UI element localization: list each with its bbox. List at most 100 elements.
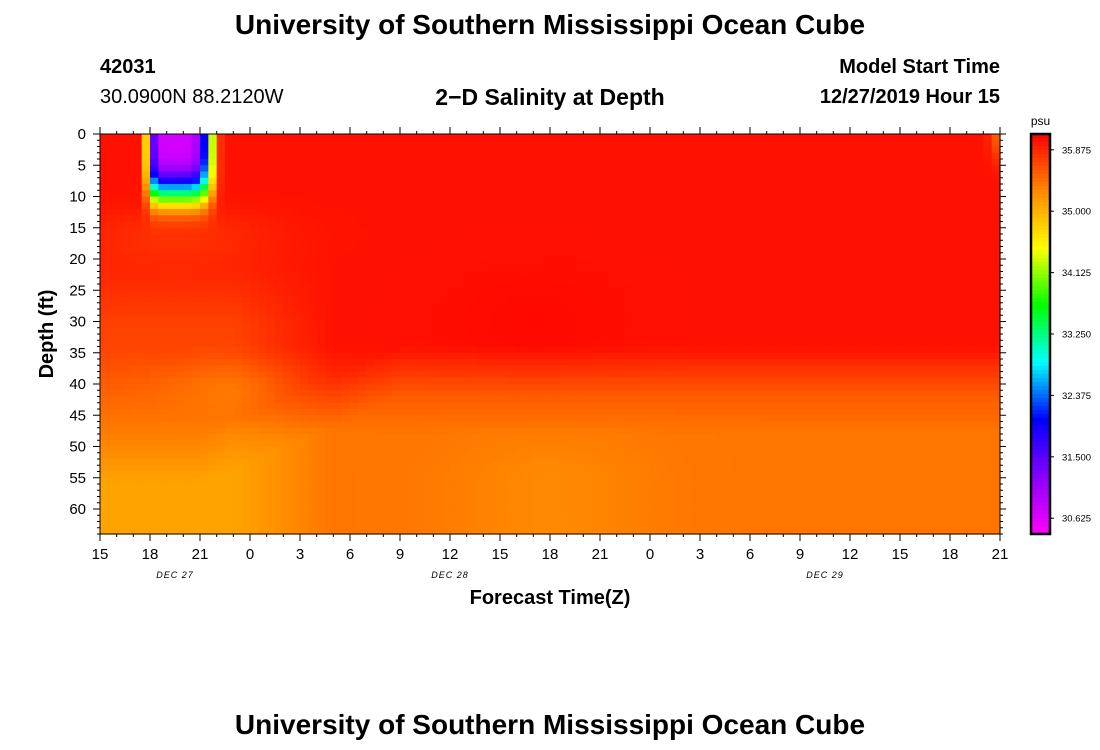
heatmap-cell (108, 165, 118, 173)
heatmap-cell (533, 184, 543, 191)
heatmap-cell (783, 352, 793, 360)
heatmap-cell (675, 371, 684, 379)
heatmap-cell (975, 346, 984, 354)
heatmap-cell (466, 390, 476, 398)
heatmap-cell (291, 415, 301, 423)
heatmap-cell (650, 327, 659, 335)
heatmap-cell (283, 171, 293, 179)
heatmap-cell (966, 377, 976, 385)
heatmap-cell (491, 215, 501, 223)
heatmap-cell (100, 146, 109, 154)
heatmap-cell (416, 246, 426, 254)
heatmap-cell (983, 284, 993, 291)
heatmap-cell (191, 327, 201, 335)
heatmap-cell (766, 352, 776, 360)
heatmap-cell (641, 177, 651, 185)
heatmap-cell (216, 402, 226, 410)
heatmap-cell (658, 352, 668, 360)
heatmap-cell (783, 409, 793, 416)
heatmap-cell (533, 309, 543, 316)
heatmap-cell (641, 390, 651, 398)
heatmap-cell (725, 221, 734, 229)
heatmap-cell (658, 277, 668, 285)
heatmap-cell (691, 334, 701, 341)
heatmap-cell (475, 265, 484, 273)
heatmap-cell (525, 309, 534, 316)
heatmap-cell (150, 134, 159, 141)
heatmap-cell (175, 221, 184, 229)
heatmap-cell (316, 215, 326, 223)
heatmap-cell (700, 271, 709, 279)
heatmap-cell (800, 352, 809, 360)
heatmap-cell (883, 365, 893, 373)
heatmap-cell (950, 384, 959, 391)
heatmap-cell (658, 296, 668, 304)
heatmap-cell (850, 190, 859, 198)
heatmap-cell (208, 209, 218, 216)
heatmap-cell (375, 390, 384, 398)
heatmap-cell (841, 165, 851, 173)
heatmap-cell (350, 177, 359, 185)
heatmap-cell (500, 271, 509, 279)
heatmap-cell (225, 302, 234, 310)
heatmap-cell (283, 365, 293, 373)
heatmap-cell (116, 240, 126, 248)
heatmap-cell (975, 177, 984, 185)
heatmap-cell (416, 334, 426, 341)
heatmap-cell (225, 165, 234, 173)
heatmap-cell (683, 321, 693, 329)
heatmap-cell (316, 246, 326, 254)
heatmap-cell (850, 234, 859, 241)
heatmap-cell (350, 309, 359, 316)
heatmap-cell (200, 396, 209, 404)
heatmap-cell (991, 302, 1001, 310)
heatmap-cell (641, 309, 651, 316)
heatmap-cell (375, 302, 384, 310)
heatmap-cell (791, 246, 801, 254)
heatmap-cell (391, 346, 401, 354)
heatmap-cell (400, 215, 409, 223)
heatmap-cell (608, 321, 618, 329)
heatmap-cell (158, 321, 168, 329)
heatmap-cell (650, 209, 659, 216)
heatmap-cell (516, 384, 526, 391)
heatmap-cell (341, 265, 351, 273)
heatmap-cell (125, 396, 134, 404)
heatmap-cell (550, 340, 559, 348)
heatmap-cell (258, 396, 268, 404)
heatmap-cell (616, 221, 626, 229)
heatmap-cell (816, 202, 826, 210)
heatmap-cell (100, 327, 109, 335)
heatmap-cell (275, 334, 284, 341)
heatmap-cell (916, 184, 926, 191)
heatmap-cell (225, 384, 234, 391)
heatmap-cell (775, 221, 784, 229)
heatmap-cell (500, 365, 509, 373)
heatmap-cell (333, 290, 343, 298)
heatmap-cell (600, 165, 609, 173)
heatmap-cell (866, 377, 876, 385)
heatmap-cell (983, 252, 993, 260)
heatmap-cell (533, 315, 543, 323)
heatmap-cell (766, 409, 776, 416)
heatmap-cell (883, 409, 893, 416)
heatmap-cell (991, 377, 1001, 385)
heatmap-cell (308, 409, 318, 416)
heatmap-cell (408, 171, 418, 179)
heatmap-cell (391, 190, 401, 198)
heatmap-cell (141, 234, 151, 241)
heatmap-cell (883, 259, 893, 266)
heatmap-cell (866, 221, 876, 229)
heatmap-cell (708, 190, 718, 198)
heatmap-cell (391, 177, 401, 185)
heatmap-cell (541, 402, 551, 410)
heatmap-cell (650, 396, 659, 404)
heatmap-cell (866, 246, 876, 254)
heatmap-cell (466, 259, 476, 266)
heatmap-cell (616, 177, 626, 185)
heatmap-cell (808, 409, 818, 416)
heatmap-cell (858, 265, 868, 273)
heatmap-cell (216, 390, 226, 398)
heatmap-cell (791, 377, 801, 385)
heatmap-cell (916, 265, 926, 273)
